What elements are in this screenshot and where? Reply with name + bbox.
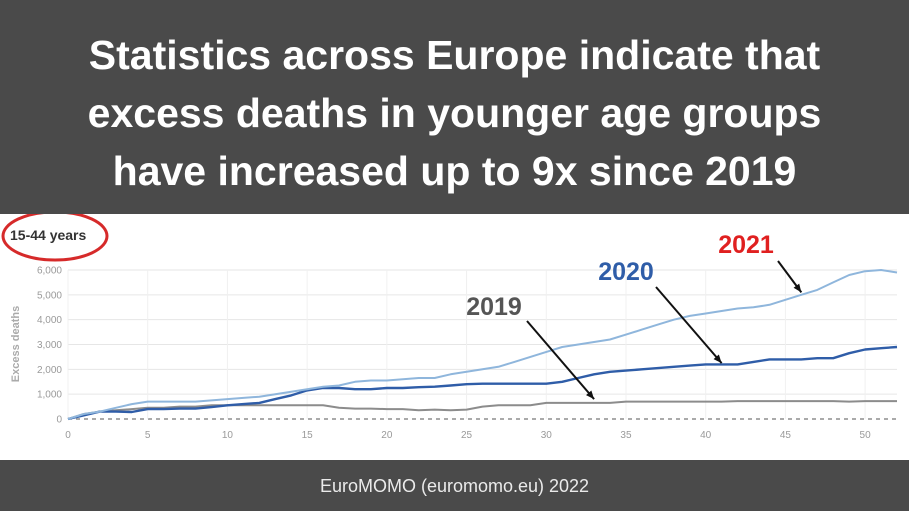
x-tick-label: 50 <box>860 430 872 441</box>
x-tick-label: 40 <box>700 430 712 441</box>
gridlines <box>67 269 897 420</box>
x-tick-label: 20 <box>381 430 393 441</box>
arrowhead-2020 <box>713 354 722 364</box>
headline-banner: Statistics across Europe indicate that e… <box>0 0 909 214</box>
x-tick-label: 45 <box>780 430 792 441</box>
arrowhead-2021 <box>793 283 802 293</box>
headline: Statistics across Europe indicate that e… <box>0 26 909 200</box>
series-line-2020 <box>67 345 898 421</box>
year-label-2021: 2021 <box>718 231 774 259</box>
x-tick-label: 5 <box>145 430 151 441</box>
y-axis-label: Excess deaths <box>10 306 22 382</box>
year-label-2020: 2020 <box>598 258 654 286</box>
y-tick-label: 5,000 <box>37 290 62 301</box>
x-tick-label: 25 <box>461 430 473 441</box>
y-tick-label: 1,000 <box>37 390 62 401</box>
y-tick-label: 4,000 <box>37 315 62 326</box>
footer-bar: EuroMOMO (euromomo.eu) 2022 <box>0 460 909 511</box>
x-tick-label: 0 <box>65 430 71 441</box>
y-tick-label: 0 <box>56 415 62 426</box>
source-credit: EuroMOMO (euromomo.eu) 2022 <box>319 476 590 496</box>
arrow-2020 <box>655 286 723 364</box>
excess-deaths-chart: 15-44 years Excess deaths 0 1,000 2,000 3,0… <box>1 214 898 442</box>
arrow-2019 <box>526 320 595 400</box>
series-lines <box>67 269 898 421</box>
headline-line-1: Statistics across Europe indicate that <box>88 32 821 78</box>
age-group-circle <box>1 214 109 262</box>
series-line-2019 <box>67 400 897 420</box>
x-tick-label: 10 <box>222 430 234 441</box>
x-tick-label: 15 <box>302 430 314 441</box>
y-tick-label: 2,000 <box>37 365 62 376</box>
x-tick-label: 30 <box>541 430 553 441</box>
x-tick-label: 35 <box>620 430 632 441</box>
y-tick-label: 6,000 <box>37 266 62 277</box>
series-line-2021 <box>67 269 898 420</box>
year-label-2019: 2019 <box>466 293 522 321</box>
headline-line-2: excess deaths in younger age groups <box>87 90 822 136</box>
arrowhead-2019 <box>586 390 595 400</box>
chart-panel: 15-44 years Excess deaths 0 1,000 2,000 3,0… <box>0 214 909 460</box>
annotations: 2019 2020 2021 <box>466 231 803 400</box>
age-group-label: 15-44 years <box>10 227 87 243</box>
axis-ticks: 0 1,000 2,000 3,000 4,000 5,000 6,000 0 5 10 15 20 2… <box>37 266 871 442</box>
headline-line-3: have increased up to 9x since 2019 <box>112 148 797 194</box>
y-tick-label: 3,000 <box>37 340 62 351</box>
